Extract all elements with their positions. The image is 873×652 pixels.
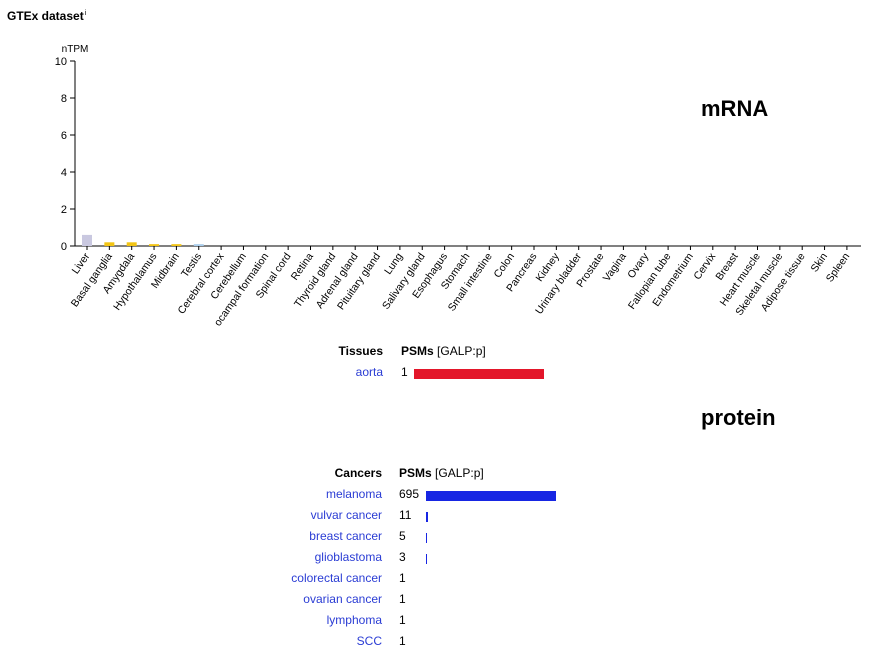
cancer-psm-bar: [426, 491, 556, 501]
bar-basal-ganglia[interactable]: [104, 242, 115, 246]
tissues-psms-header: PSMs [GALP:p]: [401, 344, 486, 358]
cancer-name-link[interactable]: SCC: [356, 634, 382, 648]
cancer-psm-value: 5: [399, 529, 406, 543]
info-icon[interactable]: i: [84, 10, 87, 17]
x-tick-label[interactable]: Spleen: [824, 251, 853, 285]
tissue-name-link[interactable]: aorta: [355, 365, 383, 379]
bar-midbrain[interactable]: [171, 244, 182, 246]
cancers-column-header: Cancers: [334, 466, 382, 480]
tissues-psms-suffix: [GALP:p]: [437, 344, 486, 358]
cancer-psm-bar: [426, 554, 427, 564]
dataset-title: GTEx dataseti: [7, 9, 86, 23]
y-tick-label: 6: [61, 130, 67, 142]
x-tick-label[interactable]: Vagina: [601, 251, 629, 284]
tissues-psms-label: PSMs: [401, 344, 434, 358]
tissue-psm-value: 1: [401, 365, 408, 379]
y-axis-label: nTPM: [62, 44, 89, 55]
cancer-name-link[interactable]: lymphoma: [326, 613, 382, 627]
cancers-psms-label: PSMs: [399, 466, 432, 480]
x-tick-label[interactable]: Skin: [808, 251, 830, 275]
cancer-psm-value: 11: [399, 508, 412, 522]
cancer-psm-value: 695: [399, 487, 420, 501]
bar-testis[interactable]: [193, 244, 204, 246]
cancer-name-link[interactable]: ovarian cancer: [303, 592, 382, 606]
cancer-psm-value: 1: [399, 613, 406, 627]
cancer-psm-value: 3: [399, 550, 406, 564]
y-tick-label: 8: [61, 93, 67, 105]
cancer-name-link[interactable]: melanoma: [325, 487, 382, 501]
cancer-name-link[interactable]: glioblastoma: [314, 550, 382, 564]
cancer-psm-bar: [426, 512, 428, 522]
cancer-name-link[interactable]: colorectal cancer: [291, 571, 382, 585]
bar-liver[interactable]: [82, 234, 92, 246]
cancer-psm-value: 1: [399, 571, 406, 585]
protein-title: protein: [701, 405, 776, 430]
bar-hypothalamus[interactable]: [149, 244, 160, 246]
cancer-psm-value: 1: [399, 592, 406, 606]
cancer-name-link[interactable]: vulvar cancer: [310, 508, 382, 522]
tissue-psm-bar: [414, 369, 544, 379]
y-tick-label: 4: [61, 167, 67, 179]
y-tick-label: 0: [61, 241, 67, 253]
y-tick-label: 2: [61, 204, 67, 216]
bar-amygdala[interactable]: [126, 242, 137, 246]
mrna-title: mRNA: [701, 96, 769, 121]
y-tick-label: 10: [55, 56, 67, 68]
dataset-title-text: GTEx dataset: [7, 9, 84, 23]
cancers-psms-suffix: [GALP:p]: [435, 466, 484, 480]
cancer-psm-value: 1: [399, 634, 406, 648]
tissues-column-header: Tissues: [338, 344, 383, 358]
cancer-name-link[interactable]: breast cancer: [309, 529, 382, 543]
cancer-psm-bar: [426, 533, 427, 543]
cancers-psms-header: PSMs [GALP:p]: [399, 466, 484, 480]
